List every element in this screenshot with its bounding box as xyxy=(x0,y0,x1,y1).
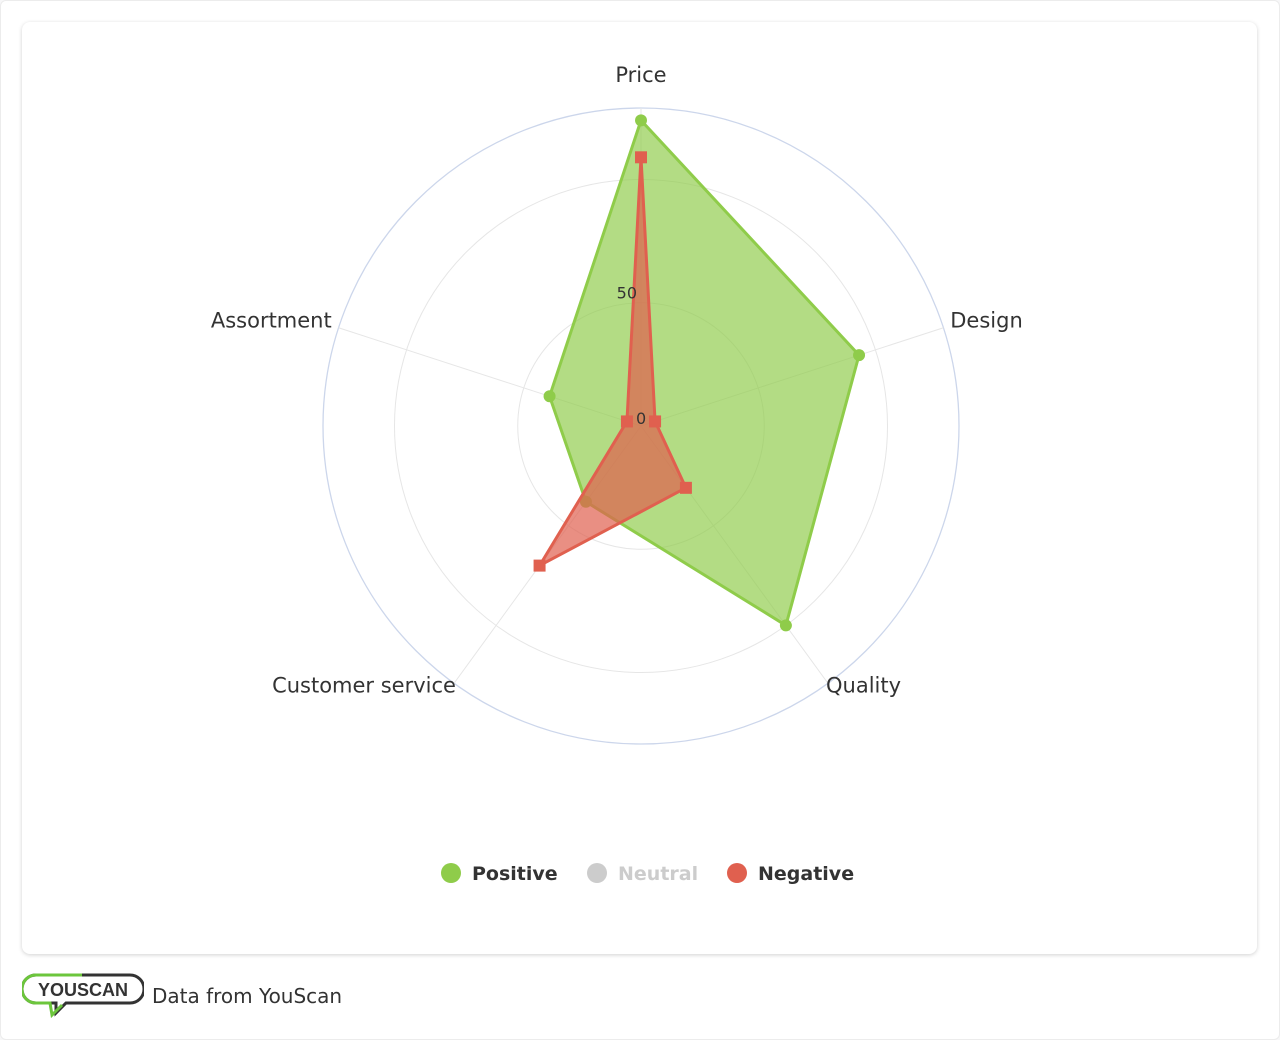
legend-label: Neutral xyxy=(618,863,698,885)
series-area xyxy=(538,155,688,568)
legend-item-negative[interactable]: Negative xyxy=(727,863,854,885)
axis-label-design: Design xyxy=(950,308,1023,332)
legend-label: Positive xyxy=(472,863,558,885)
axis-label-quality: Quality xyxy=(826,674,901,698)
svg-text:YOUSCAN: YOUSCAN xyxy=(38,980,128,1000)
radar-chart: Price Design Quality Customer service Assort… xyxy=(211,63,1023,885)
footer-text: Data from YouScan xyxy=(152,984,343,1008)
data-point xyxy=(635,151,647,164)
data-point xyxy=(779,619,792,632)
youscan-logo: YOUSCAN xyxy=(22,973,144,1019)
axis-label-price: Price xyxy=(615,63,666,87)
series-area xyxy=(548,118,861,627)
footer: YOUSCAN Data from YouScan xyxy=(22,973,343,1019)
legend-marker-icon xyxy=(441,863,461,883)
series-positive xyxy=(543,114,866,632)
data-point xyxy=(533,559,546,572)
legend-item-positive[interactable]: Positive xyxy=(441,863,558,885)
radial-tick-label: 0 xyxy=(636,409,646,428)
axis-label-customer-service: Customer service xyxy=(272,674,456,698)
data-point xyxy=(620,415,633,428)
data-point xyxy=(679,481,692,494)
legend-label: Negative xyxy=(758,863,854,885)
axis-label-assortment: Assortment xyxy=(211,308,332,332)
series-negative xyxy=(533,151,692,572)
legend-item-neutral[interactable]: Neutral xyxy=(587,863,698,885)
data-point xyxy=(543,390,556,403)
radial-tick-label: 50 xyxy=(617,284,637,303)
data-point xyxy=(635,114,647,127)
data-point xyxy=(853,349,866,362)
legend-marker-icon xyxy=(727,863,747,883)
legend-marker-icon xyxy=(587,863,607,883)
data-point xyxy=(649,415,662,428)
